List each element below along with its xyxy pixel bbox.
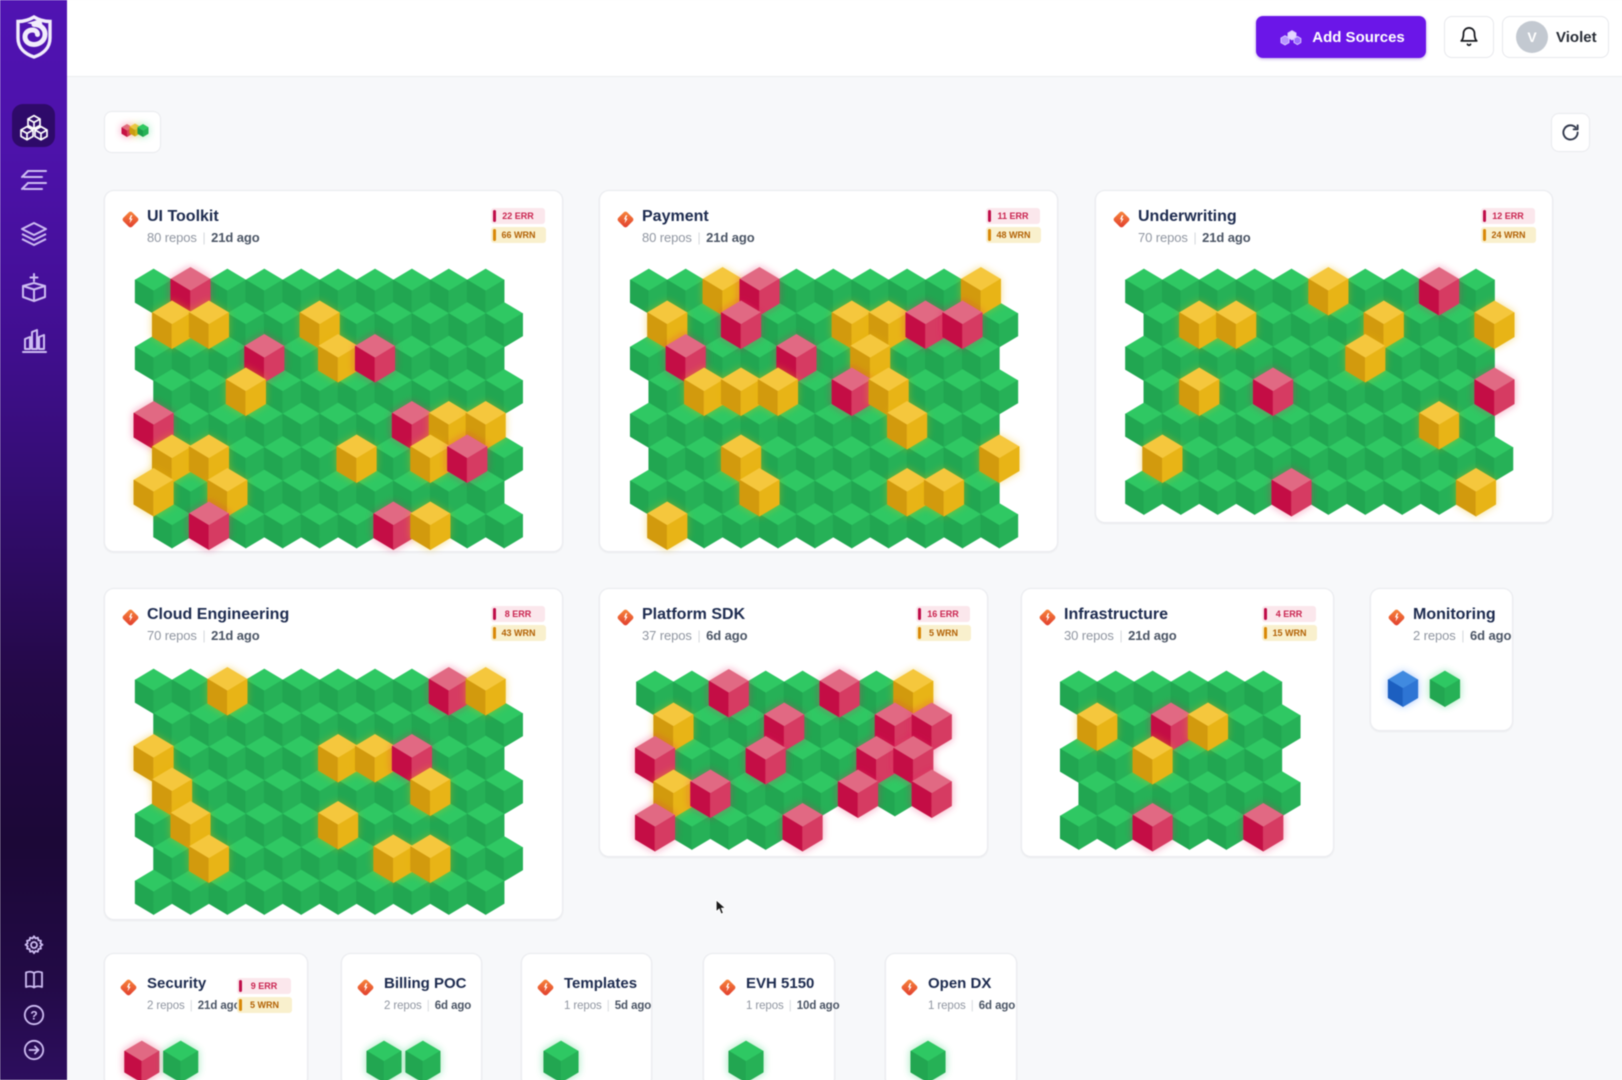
svg-text:?: ?: [30, 1009, 37, 1023]
